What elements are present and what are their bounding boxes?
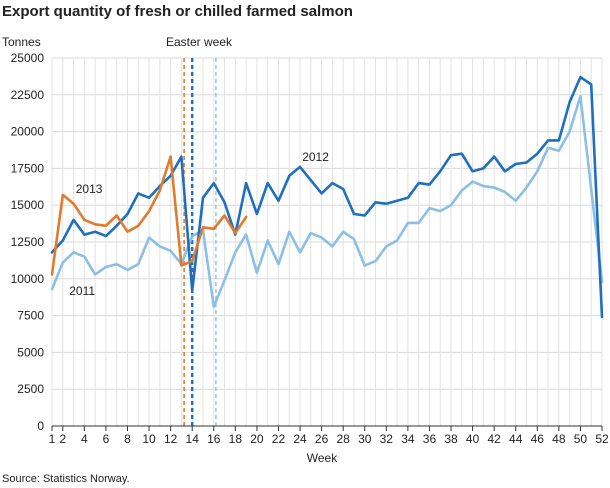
y-tick-label: 10000	[11, 272, 45, 286]
x-tick-label: 12	[164, 432, 178, 446]
x-tick-label: 22	[272, 432, 286, 446]
x-tick-label: 24	[293, 432, 307, 446]
series-label-2011: 2011	[69, 284, 95, 298]
y-axis-label: Tonnes	[2, 35, 41, 49]
y-tick-label: 17500	[11, 161, 45, 175]
x-tick-label: 38	[444, 432, 458, 446]
y-tick-label: 12500	[11, 235, 45, 249]
x-tick-label: 14	[186, 432, 200, 446]
source-note: Source: Statistics Norway.	[2, 473, 130, 485]
x-tick-label: 4	[81, 432, 88, 446]
x-tick-label: 2	[59, 432, 66, 446]
x-tick-label: 1	[49, 432, 56, 446]
x-tick-label: 50	[574, 432, 588, 446]
series-line-2011	[50, 95, 604, 309]
y-tick-label: 15000	[11, 198, 45, 212]
x-tick-label: 28	[336, 432, 350, 446]
x-tick-label: 26	[315, 432, 329, 446]
easter-week-label: Easter week	[166, 35, 233, 49]
x-tick-label: 20	[250, 432, 264, 446]
x-tick-label: 46	[531, 432, 545, 446]
y-tick-label: 0	[37, 419, 44, 433]
x-tick-label: 40	[466, 432, 480, 446]
y-tick-label: 25000	[11, 51, 45, 65]
x-tick-label: 52	[595, 432, 609, 446]
y-tick-label: 2500	[17, 382, 44, 396]
easter-week-markers	[183, 58, 217, 426]
x-tick-label: 8	[124, 432, 131, 446]
grid-lines	[51, 57, 603, 426]
x-tick-label: 10	[142, 432, 156, 446]
x-tick-label: 30	[358, 432, 372, 446]
x-tick-label: 44	[509, 432, 523, 446]
x-axis-label: Week	[307, 451, 338, 465]
x-tick-label: 16	[207, 432, 221, 446]
x-tick-label: 48	[552, 432, 566, 446]
series-label-2012: 2012	[302, 150, 329, 164]
axes: 0250050007500100001250015000175002000022…	[11, 51, 609, 446]
x-tick-label: 18	[229, 432, 243, 446]
x-tick-label: 34	[401, 432, 415, 446]
series-line-2013	[50, 155, 248, 276]
series-labels: 2011 2012 2013	[69, 150, 329, 298]
y-tick-label: 22500	[11, 88, 45, 102]
series-label-2013: 2013	[76, 182, 103, 196]
chart-title: Export quantity of fresh or chilled farm…	[2, 3, 353, 20]
y-tick-label: 20000	[11, 125, 45, 139]
series-line-2012	[50, 75, 604, 319]
x-tick-label: 6	[103, 432, 110, 446]
series-lines	[50, 75, 604, 319]
x-tick-label: 42	[487, 432, 501, 446]
y-tick-label: 7500	[17, 309, 44, 323]
x-tick-label: 36	[423, 432, 437, 446]
y-tick-label: 5000	[17, 345, 44, 359]
x-tick-label: 32	[380, 432, 394, 446]
